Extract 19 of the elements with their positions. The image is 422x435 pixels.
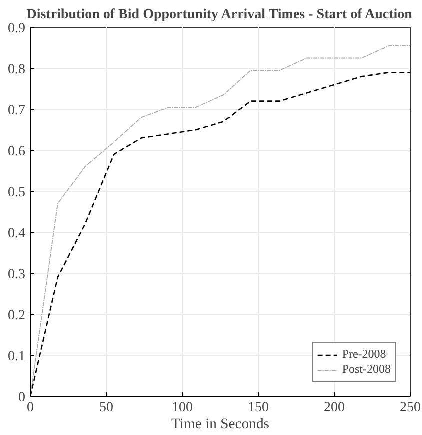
y-tick-label: 0.6 bbox=[8, 144, 26, 160]
legend-label: Post-2008 bbox=[342, 362, 391, 377]
x-tick-label: 50 bbox=[100, 400, 114, 416]
y-tick-label: 0.2 bbox=[8, 308, 26, 324]
y-tick-label: 0 bbox=[18, 390, 26, 406]
y-tick-label: 0.4 bbox=[8, 226, 26, 242]
y-tick-label: 0.1 bbox=[8, 350, 26, 364]
legend-label: Pre-2008 bbox=[342, 347, 386, 362]
x-axis-title: Time in Seconds bbox=[172, 416, 270, 432]
x-tick-label: 250 bbox=[400, 400, 421, 416]
chart-title: Distribution of Bid Opportunity Arrival Times - Start of Auction bbox=[26, 8, 413, 22]
y-tick-label: 0.8 bbox=[8, 62, 26, 78]
x-tick-label: 150 bbox=[248, 400, 269, 416]
y-tick-label: 0.7 bbox=[8, 104, 26, 118]
y-tick-label: 0.9 bbox=[8, 22, 26, 36]
x-tick-label: 200 bbox=[324, 400, 345, 416]
y-tick-label: 0.5 bbox=[8, 186, 26, 200]
x-tick-label: 100 bbox=[172, 400, 193, 416]
y-tick-label: 0.3 bbox=[8, 268, 26, 282]
